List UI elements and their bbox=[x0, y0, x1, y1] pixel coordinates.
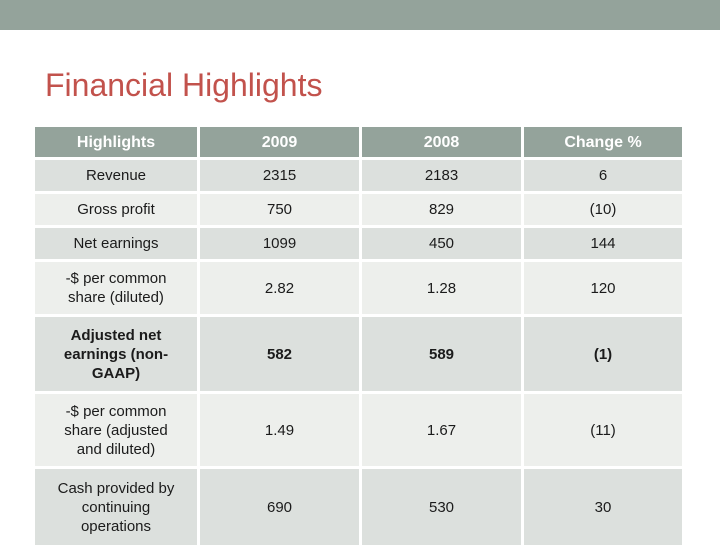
row-label: Net earnings bbox=[35, 228, 197, 259]
row-label: Revenue bbox=[35, 160, 197, 191]
value-change: 30 bbox=[524, 469, 682, 545]
header-cell-2008: 2008 bbox=[362, 127, 521, 157]
value-2008: 829 bbox=[362, 194, 521, 225]
financial-highlights-table: Highlights 2009 2008 Change % Revenue 23… bbox=[32, 124, 685, 548]
value-2009: 1099 bbox=[200, 228, 359, 259]
row-label: -$ per common share (diluted) bbox=[35, 262, 197, 314]
table-row-eps-adjusted-diluted: -$ per common share (adjusted and dilute… bbox=[35, 394, 682, 466]
value-2008: 1.67 bbox=[362, 394, 521, 466]
table-row-eps-diluted: -$ per common share (diluted) 2.82 1.28 … bbox=[35, 262, 682, 314]
table-row-gross-profit: Gross profit 750 829 (10) bbox=[35, 194, 682, 225]
value-2008: 1.28 bbox=[362, 262, 521, 314]
row-label: -$ per common share (adjusted and dilute… bbox=[35, 394, 197, 466]
table-header-row: Highlights 2009 2008 Change % bbox=[35, 127, 682, 157]
table-row-revenue: Revenue 2315 2183 6 bbox=[35, 160, 682, 191]
value-2009: 2.82 bbox=[200, 262, 359, 314]
row-label: Gross profit bbox=[35, 194, 197, 225]
value-2008: 589 bbox=[362, 317, 521, 391]
top-accent-bar bbox=[0, 0, 720, 30]
slide-title: Financial Highlights bbox=[45, 67, 323, 103]
value-change: 6 bbox=[524, 160, 682, 191]
row-label: Cash provided by continuing operations bbox=[35, 469, 197, 545]
table-row-adjusted-net-earnings: Adjusted net earnings (non- GAAP) 582 58… bbox=[35, 317, 682, 391]
header-cell-2009: 2009 bbox=[200, 127, 359, 157]
value-change: 144 bbox=[524, 228, 682, 259]
value-2008: 450 bbox=[362, 228, 521, 259]
value-2009: 690 bbox=[200, 469, 359, 545]
value-2008: 2183 bbox=[362, 160, 521, 191]
value-change: 120 bbox=[524, 262, 682, 314]
value-change: (10) bbox=[524, 194, 682, 225]
value-2009: 582 bbox=[200, 317, 359, 391]
value-2009: 2315 bbox=[200, 160, 359, 191]
table-row-net-earnings: Net earnings 1099 450 144 bbox=[35, 228, 682, 259]
header-cell-highlights: Highlights bbox=[35, 127, 197, 157]
value-2009: 1.49 bbox=[200, 394, 359, 466]
value-change: (11) bbox=[524, 394, 682, 466]
row-label: Adjusted net earnings (non- GAAP) bbox=[35, 317, 197, 391]
value-2009: 750 bbox=[200, 194, 359, 225]
table-row-cash-operations: Cash provided by continuing operations 6… bbox=[35, 469, 682, 545]
value-change: (1) bbox=[524, 317, 682, 391]
header-cell-change: Change % bbox=[524, 127, 682, 157]
value-2008: 530 bbox=[362, 469, 521, 545]
